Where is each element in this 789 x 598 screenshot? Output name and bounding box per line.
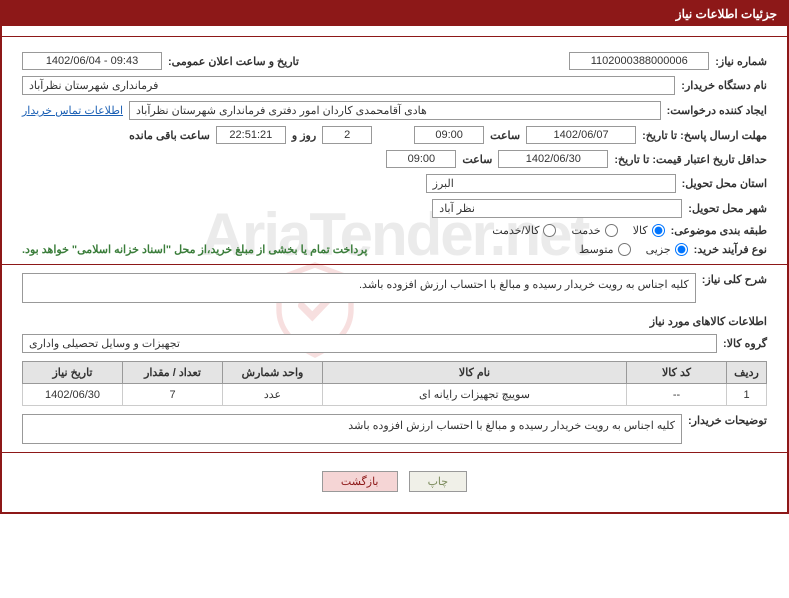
field-need-number: 1102000388000006 — [569, 52, 709, 70]
label-buyer-org: نام دستگاه خریدار: — [681, 79, 767, 92]
th-row: ردیف — [727, 362, 767, 384]
row-delivery-province: استان محل تحویل: البرز — [22, 174, 767, 193]
radio-pur-2-label: متوسط — [579, 243, 614, 256]
panel-body: شماره نیاز: 1102000388000006 تاریخ و ساع… — [2, 36, 787, 512]
cell-name: سوییچ تجهیزات رایانه ای — [323, 384, 627, 406]
radio-pur-2-input[interactable] — [618, 243, 631, 256]
field-time-remaining: 22:51:21 — [216, 126, 286, 144]
label-day-and: روز و — [292, 129, 316, 142]
label-request-creator: ایجاد کننده درخواست: — [667, 104, 767, 117]
radio-cat-3-label: کالا/خدمت — [492, 224, 539, 237]
th-qty: تعداد / مقدار — [123, 362, 223, 384]
row-purchase-type: نوع فرآیند خرید: جزیی متوسط پرداخت تمام … — [22, 243, 767, 256]
row-need-number: شماره نیاز: 1102000388000006 تاریخ و ساع… — [22, 52, 767, 70]
label-buyer-notes: توضیحات خریدار: — [688, 414, 767, 427]
row-need-summary: شرح کلی نیاز: کلیه اجناس به رویت خریدار … — [22, 273, 767, 303]
table-header-row: ردیف کد کالا نام کالا واحد شمارش تعداد /… — [23, 362, 767, 384]
row-buyer-notes: توضیحات خریدار: کلیه اجناس به رویت خریدا… — [22, 414, 767, 444]
goods-table: ردیف کد کالا نام کالا واحد شمارش تعداد /… — [22, 361, 767, 406]
row-price-validity: حداقل تاریخ اعتبار قیمت: تا تاریخ: 1402/… — [22, 150, 767, 168]
cell-row: 1 — [727, 384, 767, 406]
th-date: تاریخ نیاز — [23, 362, 123, 384]
main-panel: جزئیات اطلاعات نیاز شماره نیاز: 11020003… — [0, 0, 789, 514]
label-delivery-city: شهر محل تحویل: — [688, 202, 767, 215]
radio-pur-1[interactable]: جزیی — [646, 243, 688, 256]
radio-cat-3-input[interactable] — [543, 224, 556, 237]
label-purchase-type: نوع فرآیند خرید: — [694, 243, 767, 256]
radio-cat-1-input[interactable] — [652, 224, 665, 237]
field-delivery-city: نظر آباد — [432, 199, 682, 218]
field-response-hour: 09:00 — [414, 126, 484, 144]
row-category: طبقه بندی موضوعی: کالا خدمت کالا/خدمت — [22, 224, 767, 237]
purchase-radio-group: جزیی متوسط — [579, 243, 688, 256]
label-need-summary: شرح کلی نیاز: — [702, 273, 767, 286]
label-need-number: شماره نیاز: — [715, 55, 767, 68]
row-delivery-city: شهر محل تحویل: نظر آباد — [22, 199, 767, 218]
cell-date: 1402/06/30 — [23, 384, 123, 406]
label-hours-remaining: ساعت باقی مانده — [129, 129, 210, 142]
row-response-deadline: مهلت ارسال پاسخ: تا تاریخ: 1402/06/07 سا… — [22, 126, 767, 144]
field-announce-datetime: 09:43 - 1402/06/04 — [22, 52, 162, 70]
divider-2 — [2, 452, 787, 453]
radio-cat-1[interactable]: کالا — [633, 224, 665, 237]
panel-header: جزئیات اطلاعات نیاز — [2, 2, 787, 26]
label-response-deadline: مهلت ارسال پاسخ: تا تاریخ: — [642, 129, 767, 142]
print-button[interactable]: چاپ — [409, 471, 468, 492]
label-announce-datetime: تاریخ و ساعت اعلان عمومی: — [168, 55, 299, 68]
row-request-creator: ایجاد کننده درخواست: هادی آقامحمدی کاردا… — [22, 101, 767, 120]
field-days-remaining: 2 — [322, 126, 372, 144]
label-hour-1: ساعت — [490, 129, 520, 142]
radio-cat-2-label: خدمت — [571, 224, 600, 237]
radio-pur-1-label: جزیی — [646, 243, 671, 256]
field-price-validity-date: 1402/06/30 — [498, 150, 608, 168]
radio-pur-1-input[interactable] — [675, 243, 688, 256]
label-goods-group: گروه کالا: — [723, 337, 767, 350]
cell-unit: عدد — [223, 384, 323, 406]
cell-qty: 7 — [123, 384, 223, 406]
field-goods-group: تجهیزات و وسایل تحصیلی واداری — [22, 334, 717, 353]
row-goods-group: گروه کالا: تجهیزات و وسایل تحصیلی واداری — [22, 334, 767, 353]
field-request-creator: هادی آقامحمدی کاردان امور دفتری فرماندار… — [129, 101, 661, 120]
th-code: کد کالا — [627, 362, 727, 384]
table-row: 1 -- سوییچ تجهیزات رایانه ای عدد 7 1402/… — [23, 384, 767, 406]
label-category: طبقه بندی موضوعی: — [671, 224, 767, 237]
link-buyer-contact[interactable]: اطلاعات تماس خریدار — [22, 104, 123, 117]
row-buyer-org: نام دستگاه خریدار: فرمانداری شهرستان نظر… — [22, 76, 767, 95]
cell-code: -- — [627, 384, 727, 406]
th-unit: واحد شمارش — [223, 362, 323, 384]
field-delivery-province: البرز — [426, 174, 676, 193]
back-button[interactable]: بازگشت — [322, 471, 398, 492]
title-goods-info: اطلاعات کالاهای مورد نیاز — [22, 315, 767, 328]
radio-pur-2[interactable]: متوسط — [579, 243, 631, 256]
field-buyer-notes: کلیه اجناس به رویت خریدار رسیده و مبالغ … — [22, 414, 682, 444]
radio-cat-2[interactable]: خدمت — [571, 224, 617, 237]
radio-cat-3[interactable]: کالا/خدمت — [492, 224, 556, 237]
field-need-summary: کلیه اجناس به رویت خریدار رسیده و مبالغ … — [22, 273, 696, 303]
label-hour-2: ساعت — [462, 153, 492, 166]
button-bar: چاپ بازگشت — [22, 461, 767, 497]
label-delivery-province: استان محل تحویل: — [682, 177, 767, 190]
th-name: نام کالا — [323, 362, 627, 384]
radio-cat-2-input[interactable] — [605, 224, 618, 237]
category-radio-group: کالا خدمت کالا/خدمت — [492, 224, 664, 237]
radio-cat-1-label: کالا — [633, 224, 648, 237]
payment-note: پرداخت تمام یا بخشی از مبلغ خرید،از محل … — [22, 243, 367, 256]
field-price-validity-hour: 09:00 — [386, 150, 456, 168]
divider-1 — [2, 264, 787, 265]
field-buyer-org: فرمانداری شهرستان نظرآباد — [22, 76, 675, 95]
label-price-validity: حداقل تاریخ اعتبار قیمت: تا تاریخ: — [614, 153, 767, 166]
field-response-date: 1402/06/07 — [526, 126, 636, 144]
